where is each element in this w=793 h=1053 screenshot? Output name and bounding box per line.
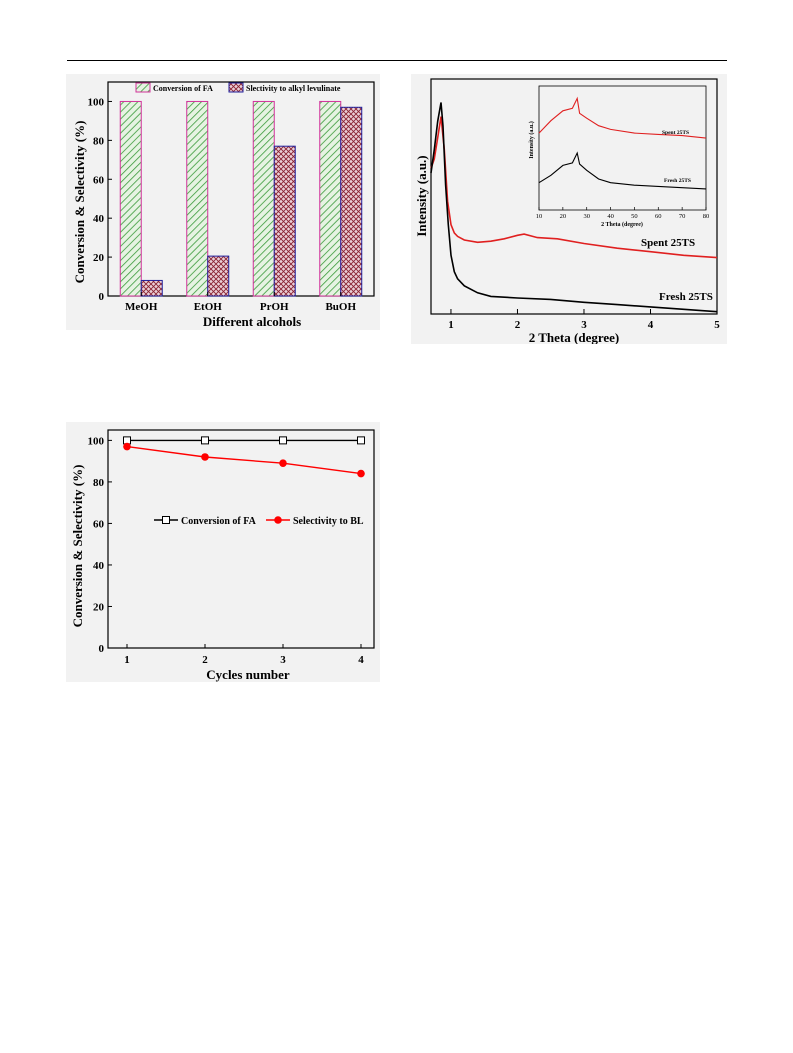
x-tick-label: 2 [202, 654, 208, 666]
fresh-series-label: Fresh 25TS [659, 291, 713, 303]
inset-series-line [538, 151, 707, 190]
x-tick-label: 5 [714, 319, 720, 331]
y-tick-label: 80 [93, 135, 105, 147]
inset-x-tick-label: 60 [655, 213, 662, 220]
bar [273, 145, 296, 297]
inset-frame [538, 85, 707, 211]
bar [119, 100, 142, 297]
spent-series-label: Spent 25TS [641, 237, 695, 249]
bar [140, 279, 163, 297]
y-axis-label: Intensity (a.u.) [414, 155, 429, 236]
inset-chart: 10 20 30 40 50 60 70 80 [536, 85, 710, 220]
legend-label: Slectivity to alkyl levulinate [246, 84, 341, 93]
x-tick-label: BuOH [325, 301, 356, 313]
inset-x-tick-label: 70 [679, 213, 686, 220]
inset-x-tick-label: 50 [631, 213, 638, 220]
x-tick-label: 4 [358, 654, 364, 666]
y-tick-label: 20 [93, 601, 105, 613]
series-line [430, 102, 718, 313]
inset-x-tick-label: 30 [583, 213, 590, 220]
legend-marker [162, 516, 170, 524]
bar-chart-panel: 0 20 40 60 80 100 MeOH EtOH PrOH BuOH Conversion o… [66, 74, 380, 330]
x-tick-label: 4 [648, 319, 654, 331]
legend-label: Conversion of FA [181, 516, 257, 527]
x-axis-label: Different alcohols [203, 314, 301, 329]
x-axis-label: Cycles number [206, 667, 290, 682]
x-tick-label: MeOH [125, 301, 158, 313]
cycles-chart-panel: 0 20 40 60 80 100 1 2 3 4 Conversion of FA Selectiv… [66, 422, 380, 682]
inset-x-axis-label: 2 Theta (degree) [601, 221, 643, 228]
y-tick-label: 60 [93, 174, 105, 186]
y-axis-label: Conversion & Selectivity (%) [72, 121, 87, 284]
y-tick-label: 60 [93, 518, 105, 530]
plot-frame [430, 78, 718, 315]
plot-frame [107, 429, 375, 649]
inset-spent-label: Spent 25TS [662, 130, 689, 136]
y-tick-label: 80 [93, 477, 105, 489]
y-tick-label: 0 [99, 643, 105, 655]
y-tick-label: 0 [99, 291, 105, 303]
inset-x-tick-label: 80 [703, 213, 710, 220]
inset-y-axis-label: Intensity (a.u.) [528, 121, 535, 159]
cycles-chart: 0 20 40 60 80 100 1 2 3 4 Conversion of FA Selectiv… [70, 429, 375, 682]
y-tick-label: 100 [88, 435, 105, 447]
y-tick-label: 20 [93, 252, 105, 264]
legend-marker [274, 516, 282, 524]
x-tick-label: 2 [515, 319, 521, 331]
inset-fresh-label: Fresh 25TS [664, 178, 691, 184]
bar [319, 100, 342, 297]
legend-swatch [228, 82, 244, 93]
data-point [201, 453, 209, 461]
bar-chart: 0 20 40 60 80 100 MeOH EtOH PrOH BuOH Conversion o… [72, 81, 375, 329]
bar [340, 106, 363, 297]
data-point [279, 459, 287, 468]
bar [186, 100, 209, 297]
data-point [357, 436, 365, 445]
legend-label: Selectivity to BL [293, 516, 364, 527]
x-axis-label: 2 Theta (degree) [529, 330, 620, 344]
inset-x-tick-label: 40 [607, 213, 614, 220]
data-point [123, 442, 131, 451]
bar [207, 255, 230, 297]
x-tick-label: 3 [280, 654, 286, 666]
data-point [201, 436, 209, 445]
x-tick-label: 1 [124, 654, 130, 666]
data-point [279, 436, 287, 445]
legend-swatch [135, 82, 151, 93]
x-tick-label: 3 [581, 319, 587, 331]
inset-series-line [538, 96, 707, 139]
series-line [126, 445, 362, 475]
legend-label: Conversion of FA [153, 84, 213, 93]
data-point [357, 469, 365, 478]
x-tick-label: EtOH [194, 301, 223, 313]
inset-x-tick-label: 10 [536, 213, 543, 220]
header-rule [67, 60, 727, 61]
x-tick-label: 1 [448, 319, 454, 331]
y-axis-label: Conversion & Selectivity (%) [70, 465, 85, 628]
bar [252, 100, 275, 297]
y-tick-label: 40 [93, 560, 105, 572]
x-tick-label: PrOH [260, 301, 289, 313]
y-tick-label: 100 [88, 96, 105, 108]
plot-frame [107, 81, 375, 297]
inset-x-tick-label: 20 [560, 213, 567, 220]
y-tick-label: 40 [93, 213, 105, 225]
